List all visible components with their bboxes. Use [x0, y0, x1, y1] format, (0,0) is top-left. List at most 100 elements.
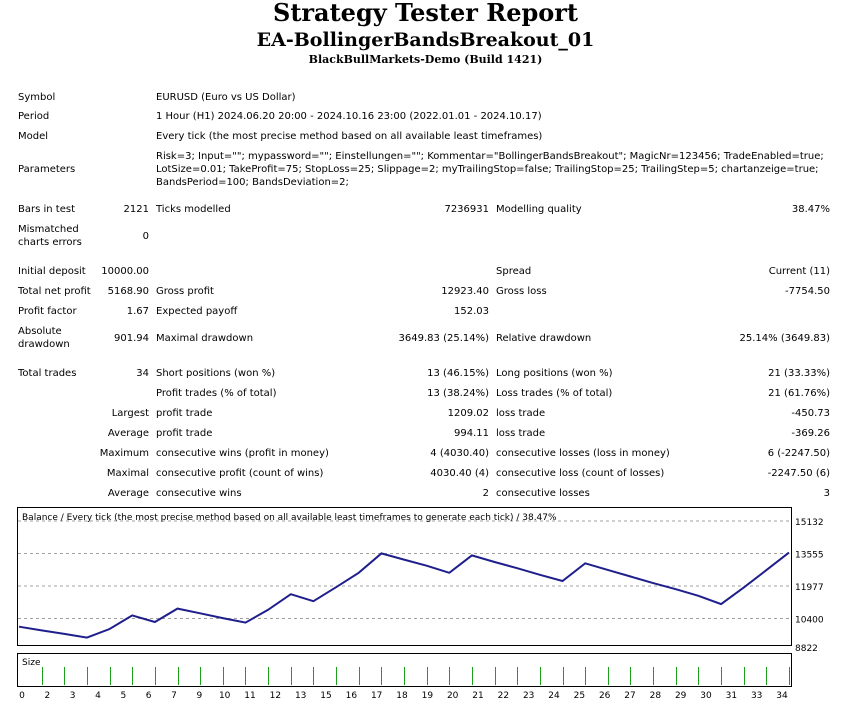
period-value: 1 Hour (H1) 2024.06.20 20:00 - 2024.10.1… [156, 111, 542, 122]
x-tick-label-5: 6 [146, 691, 152, 701]
largest-lt-label: loss trade [496, 408, 546, 419]
y-tick-label-0: 15132 [795, 518, 824, 528]
grossprofit-value: 12923.40 [441, 286, 489, 297]
y-tick-label-4: 8822 [795, 644, 818, 654]
bars-value: 2121 [123, 204, 149, 215]
grossloss-label: Gross loss [496, 286, 547, 297]
pf-label: Profit factor [18, 306, 77, 317]
x-tick-label-13: 16 [346, 691, 358, 701]
parameters-line-2: LotSize=0.01; TakeProfit=75; StopLoss=25… [156, 164, 819, 175]
x-tick-label-23: 26 [599, 691, 611, 701]
absdd-label-2: drawdown [18, 339, 70, 350]
model-value: Every tick (the most precise method base… [156, 131, 543, 142]
y-tick-label-1: 13555 [795, 550, 824, 560]
maxdd-label: Maximal drawdown [156, 333, 254, 344]
x-tick-label-0: 0 [19, 691, 25, 701]
parameters-line-1: Risk=3; Input=""; mypassword=""; Einstel… [156, 151, 824, 162]
parameters-line-3: BandsPeriod=100; BandsDeviation=2; [156, 177, 349, 188]
x-tick-label-1: 2 [44, 691, 50, 701]
model-label: Model [18, 131, 49, 142]
ticks-value: 7236931 [444, 204, 489, 215]
largest-pt-label: profit trade [156, 408, 213, 419]
netprofit-label: Total net profit [18, 286, 91, 297]
reldd-label: Relative drawdown [496, 333, 592, 344]
chart-grid [18, 520, 791, 619]
netprofit-value: 5168.90 [107, 286, 149, 297]
avg-cw-label: consecutive wins [156, 488, 242, 499]
bars-label: Bars in test [18, 204, 75, 215]
max-cl-label: consecutive losses (loss in money) [496, 448, 670, 459]
chart-title: Balance / Every tick (the most precise m… [22, 513, 557, 523]
payoff-label: Expected payoff [156, 306, 238, 317]
x-tick-label-29: 33 [751, 691, 762, 701]
quality-label: Modelling quality [496, 204, 582, 215]
average-pt-label: profit trade [156, 428, 213, 439]
x-tick-label-9: 11 [244, 691, 255, 701]
reldd-value: 25.14% (3649.83) [739, 333, 830, 344]
quality-value: 38.47% [791, 204, 830, 215]
server-name: BlackBullMarkets-Demo (Build 1421) [308, 53, 543, 66]
long-label: Long positions (won %) [496, 368, 613, 379]
payoff-value: 152.03 [454, 306, 489, 317]
x-tick-label-10: 12 [270, 691, 281, 701]
x-tick-label-19: 22 [498, 691, 509, 701]
mismatch-value: 0 [142, 231, 149, 242]
maximum-label: Maximum [99, 448, 149, 459]
balance-line-group [18, 551, 790, 639]
x-tick-label-27: 30 [700, 691, 712, 701]
grossprofit-label: Gross profit [156, 286, 214, 297]
pf-value: 1.67 [126, 306, 149, 317]
deposit-label: Initial deposit [18, 266, 86, 277]
x-tick-label-30: 34 [776, 691, 788, 701]
x-tick-label-8: 10 [219, 691, 231, 701]
avg-cl-label: consecutive losses [496, 488, 590, 499]
max-cw-value: 4 (4030.40) [430, 448, 489, 459]
x-tick-label-3: 4 [95, 691, 101, 701]
x-tick-label-7: 9 [196, 691, 202, 701]
lt-label: Loss trades (% of total) [496, 388, 613, 399]
pt-label: Profit trades (% of total) [156, 388, 277, 399]
avg-cl-value: 3 [823, 488, 830, 499]
mxl-cl-value: -2247.50 (6) [767, 468, 830, 479]
report-title: Strategy Tester Report [272, 0, 579, 27]
max-cl-value: 6 (-2247.50) [767, 448, 830, 459]
mxl-cp-value: 4030.40 (4) [430, 468, 489, 479]
chart-main-frame [17, 507, 792, 646]
long-value: 21 (33.33%) [768, 368, 830, 379]
x-tick-label-26: 29 [675, 691, 687, 701]
grossloss-value: -7754.50 [785, 286, 830, 297]
average-lt-value: -369.26 [791, 428, 830, 439]
x-tick-label-16: 19 [422, 691, 434, 701]
balance-line [18, 551, 790, 639]
short-label: Short positions (won %) [156, 368, 276, 379]
mxl-cl-label: consecutive loss (count of losses) [496, 468, 665, 479]
trades-value: 34 [136, 368, 149, 379]
max-cw-label: consecutive wins (profit in money) [156, 448, 329, 459]
y-axis-labels: 15132 13555 11977 10400 8822 [795, 518, 824, 654]
short-value: 13 (46.15%) [427, 368, 489, 379]
x-tick-label-21: 24 [548, 691, 560, 701]
x-tick-label-15: 18 [396, 691, 408, 701]
lt-value: 21 (61.76%) [768, 388, 830, 399]
x-tick-label-14: 17 [371, 691, 382, 701]
maximal-label: Maximal [106, 468, 149, 479]
x-tick-label-4: 5 [120, 691, 126, 701]
mismatch-label-1: Mismatched [18, 224, 79, 235]
avg-cw-value: 2 [482, 488, 489, 499]
x-tick-label-22: 25 [574, 691, 585, 701]
trades-label: Total trades [18, 368, 77, 379]
symbol-value: EURUSD (Euro vs US Dollar) [156, 92, 296, 103]
spread-label: Spread [496, 266, 532, 277]
ticks-label: Ticks modelled [156, 204, 231, 215]
average2-label: Average [107, 488, 149, 499]
ea-name: EA-BollingerBandsBreakout_01 [256, 29, 595, 51]
largest-pt-value: 1209.02 [447, 408, 489, 419]
average-lt-label: loss trade [496, 428, 546, 439]
mismatch-label-2: charts errors [18, 237, 82, 248]
spread-value: Current (11) [768, 266, 830, 277]
size-label: Size [22, 658, 41, 668]
largest-lt-value: -450.73 [791, 408, 830, 419]
x-tick-label-6: 7 [171, 691, 177, 701]
x-tick-label-25: 28 [650, 691, 662, 701]
